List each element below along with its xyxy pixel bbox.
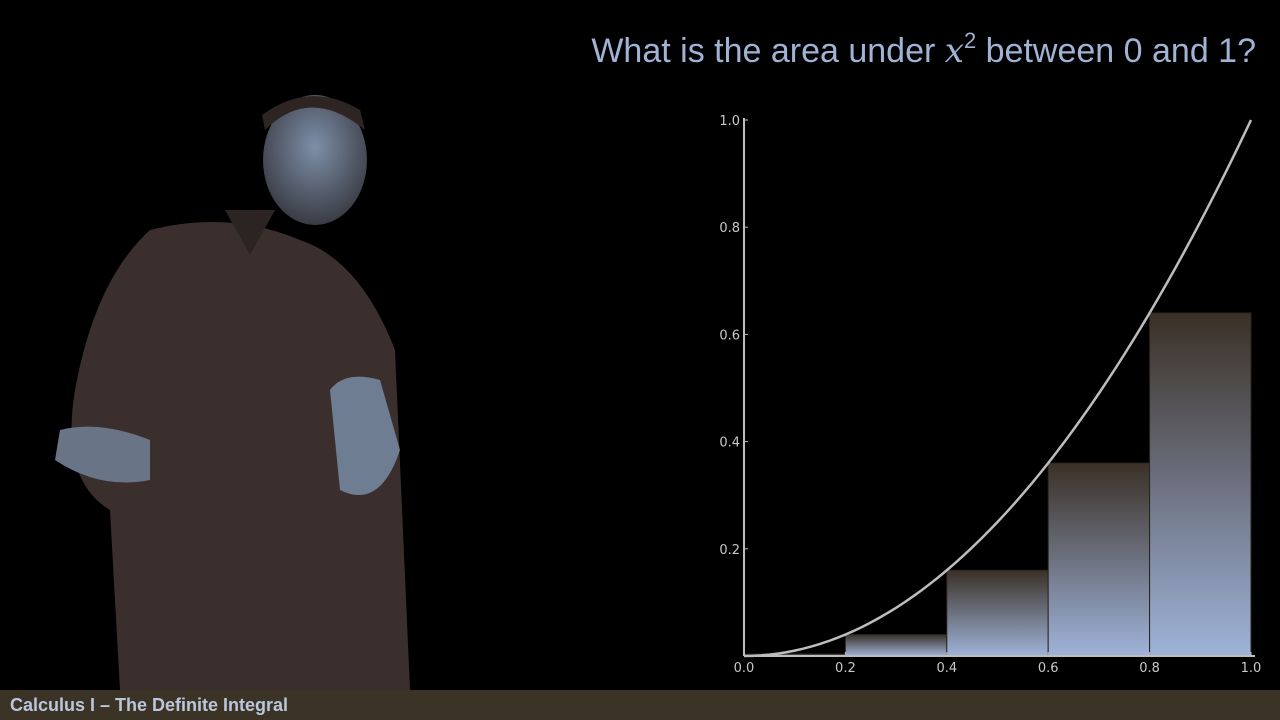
title-variable: x: [944, 31, 964, 71]
x-tick-label-4: 0.8: [1139, 661, 1160, 676]
y-tick-label-0: 0.2: [719, 543, 740, 558]
y-ticks: 0.2 0.4 0.6 0.8 1.0: [719, 114, 748, 558]
footer-bar: Calculus I – The Definite Integral: [0, 690, 1280, 720]
x-tick-label-5: 1.0: [1241, 661, 1262, 676]
x-tick-label-0: 0.0: [734, 661, 755, 676]
course-caption: Calculus I – The Definite Integral: [10, 695, 289, 715]
bar-4: [1149, 312, 1252, 657]
bar-2: [946, 569, 1049, 657]
x-tick-label-2: 0.4: [936, 661, 957, 676]
x-ticks: 0.0 0.2 0.4 0.6 0.8 1.0: [734, 652, 1262, 676]
y-tick-label-4: 1.0: [719, 114, 740, 129]
bar-3: [1047, 462, 1151, 657]
y-tick-label-2: 0.6: [719, 328, 740, 343]
title-exponent: 2: [963, 28, 977, 53]
title-prefix: What is the area under: [591, 32, 945, 70]
curve-x-squared: [743, 119, 1253, 658]
y-tick-label-3: 0.8: [719, 221, 740, 236]
area-chart: 0.0 0.2 0.4 0.6 0.8 1.0 0.2 0.4 0.6 0.8 1.0: [719, 114, 1262, 676]
y-tick-label-1: 0.4: [719, 436, 740, 451]
x-tick-label-3: 0.6: [1038, 661, 1059, 676]
title-suffix: between 0 and 1?: [976, 32, 1256, 70]
x-tick-label-1: 0.2: [835, 661, 856, 676]
slide-title: What is the area under x2 between 0 and …: [591, 28, 1256, 71]
bar-1: [844, 634, 948, 657]
bars-layer: [743, 312, 1252, 657]
presenter-image: [55, 95, 411, 690]
